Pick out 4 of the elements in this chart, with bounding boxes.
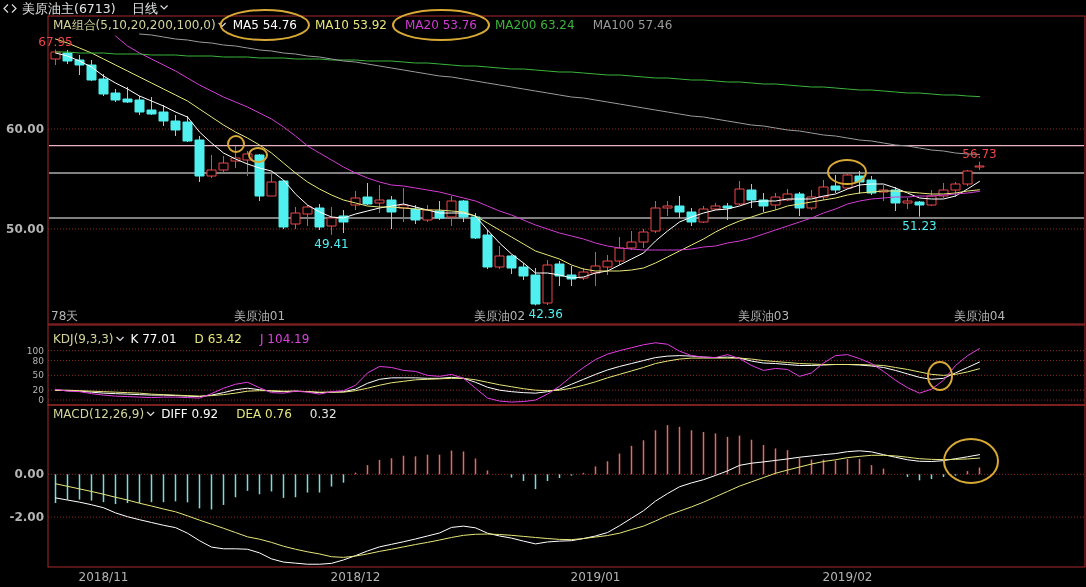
note: 0.32 <box>309 407 337 421</box>
subtitle: 日线 <box>131 0 158 16</box>
note: 78天 <box>51 309 79 323</box>
title: 美原油主(6713) <box>22 0 116 16</box>
